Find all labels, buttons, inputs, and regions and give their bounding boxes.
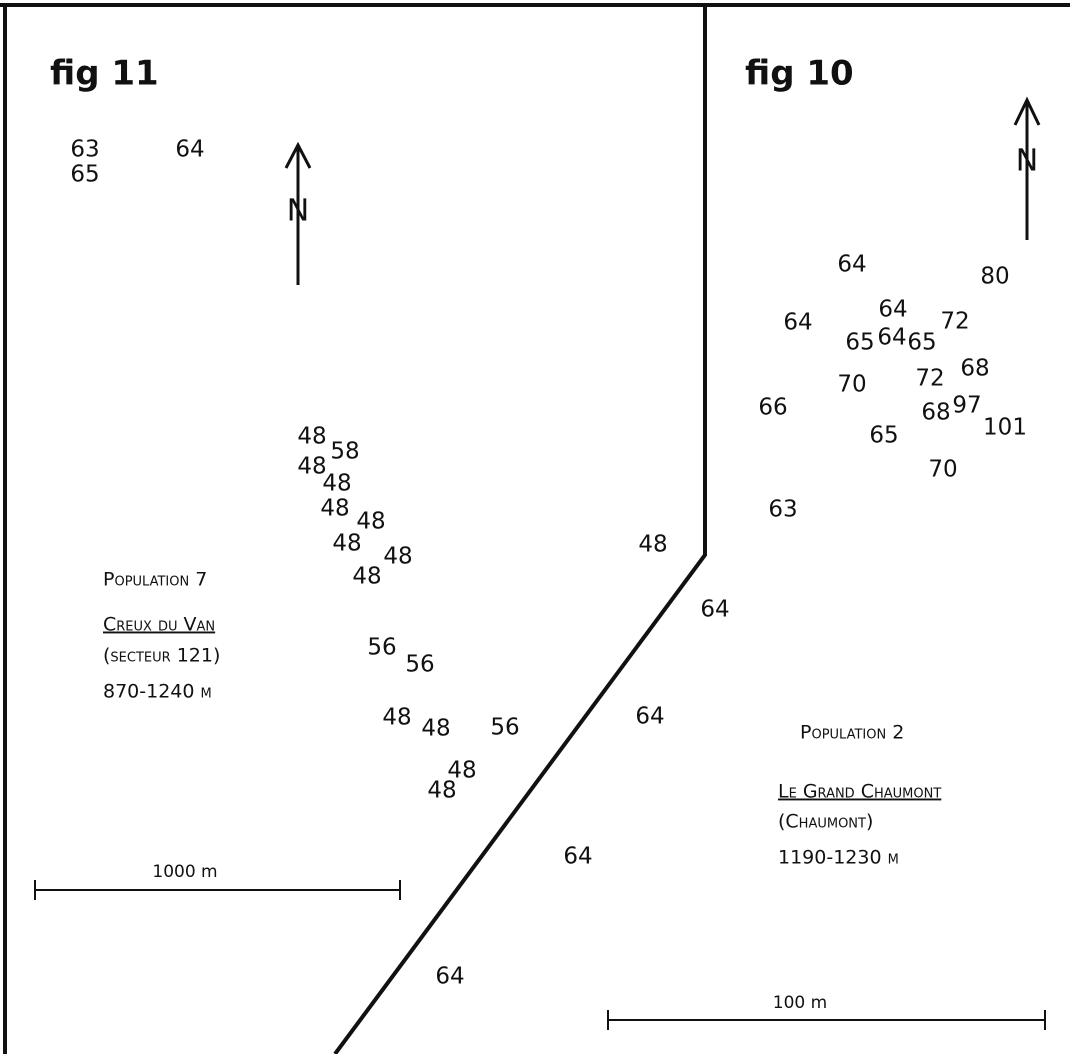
site-value: 48 xyxy=(356,509,385,535)
sector: (secteur 121) xyxy=(103,645,220,667)
site-value: 63 xyxy=(70,137,99,163)
altitude: 870-1240 m xyxy=(103,681,212,703)
site-value: 48 xyxy=(352,564,381,590)
frame xyxy=(0,3,1070,1054)
site-value: 68 xyxy=(960,356,989,382)
scale-bar xyxy=(34,880,1046,1030)
site-value: 48 xyxy=(382,705,411,731)
site-value: 48 xyxy=(322,471,351,497)
site-value: 48 xyxy=(297,424,326,450)
site-value: 56 xyxy=(367,635,396,661)
site-value: 64 xyxy=(877,325,906,351)
site-value: 48 xyxy=(297,454,326,480)
population: Population 2 xyxy=(800,722,904,744)
site-value: 64 xyxy=(878,297,907,323)
site-value: 65 xyxy=(845,330,874,356)
site-value: 72 xyxy=(940,309,969,335)
population: Population 7 xyxy=(103,569,207,591)
panel-title: fig 11 xyxy=(50,54,159,94)
site-value: 48 xyxy=(638,532,667,558)
scale-label: 1000 m xyxy=(152,862,217,882)
site-value: 58 xyxy=(330,439,359,465)
site-value: 48 xyxy=(383,544,412,570)
site-value: 64 xyxy=(783,310,812,336)
site-value: 65 xyxy=(907,330,936,356)
site-value: 48 xyxy=(427,778,456,804)
site: Le Grand Chaumont xyxy=(778,781,941,803)
sector: (Chaumont) xyxy=(778,811,873,833)
site-value: 48 xyxy=(332,531,361,557)
north-label: N xyxy=(287,194,309,229)
site-value: 70 xyxy=(837,372,866,398)
scale-label: 100 m xyxy=(773,993,827,1013)
site-value: 101 xyxy=(983,415,1027,441)
site-value: 66 xyxy=(758,395,787,421)
site-value: 68 xyxy=(921,400,950,426)
north-arrow xyxy=(284,96,1041,285)
site-value: 64 xyxy=(175,137,204,163)
site-value: 70 xyxy=(928,457,957,483)
site-value: 72 xyxy=(915,366,944,392)
site-value: 63 xyxy=(768,497,797,523)
site-value: 64 xyxy=(435,964,464,990)
site-value: 64 xyxy=(700,597,729,623)
altitude: 1190-1230 m xyxy=(778,847,899,869)
site-value: 48 xyxy=(320,496,349,522)
site-value: 80 xyxy=(980,264,1009,290)
site-value: 64 xyxy=(635,704,664,730)
site-value: 65 xyxy=(869,423,898,449)
site-value: 48 xyxy=(421,716,450,742)
site-value: 56 xyxy=(405,652,434,678)
site-value: 97 xyxy=(952,393,981,419)
site-value: 56 xyxy=(490,715,519,741)
panel-title: fig 10 xyxy=(745,54,854,94)
site: Creux du Van xyxy=(103,614,215,636)
site-value: 64 xyxy=(837,252,866,278)
site-value: 65 xyxy=(70,162,99,188)
north-label: N xyxy=(1016,144,1038,179)
site-value: 64 xyxy=(563,844,592,870)
site-value: 48 xyxy=(447,758,476,784)
